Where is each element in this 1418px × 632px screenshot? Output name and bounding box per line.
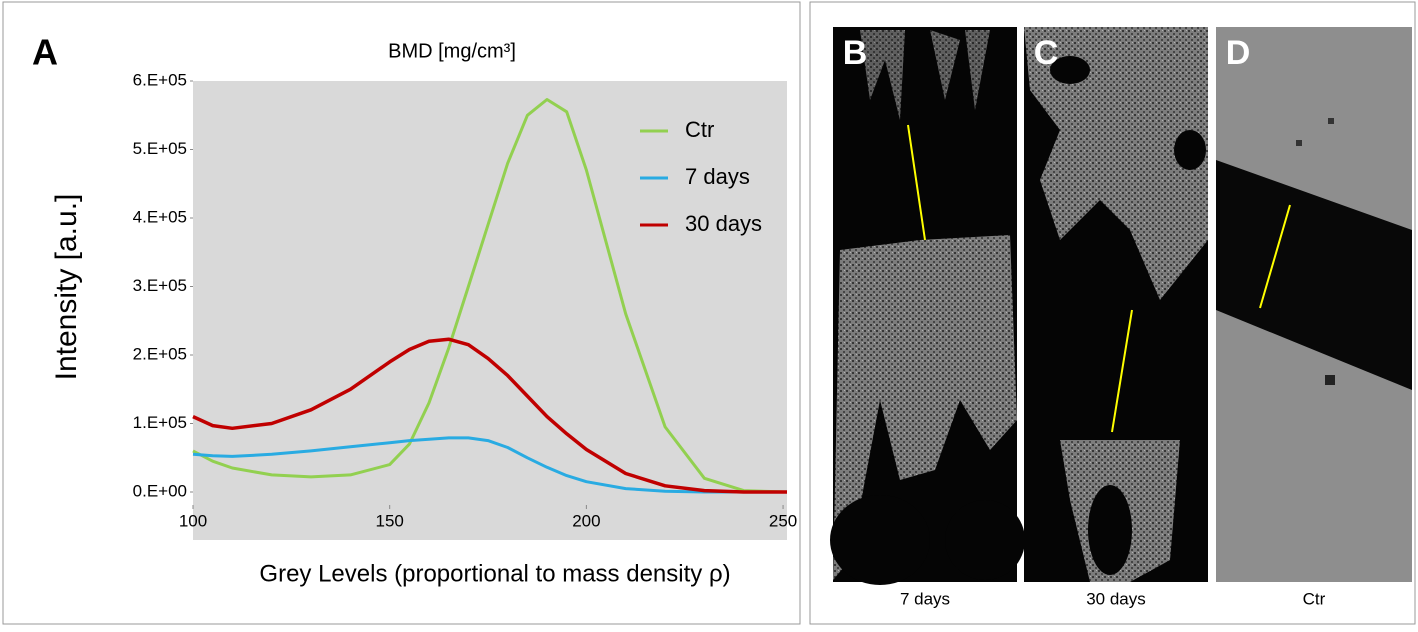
series-line bbox=[192, 436, 787, 494]
y-axis-label: Intensity [a.u.] bbox=[50, 194, 83, 381]
chart-title: BMD [mg/cm³] bbox=[388, 40, 516, 62]
y-tick-label: 2.E+05 bbox=[133, 344, 187, 363]
x-tick-label: 150 bbox=[376, 511, 404, 530]
image-caption: 7 days bbox=[900, 589, 950, 608]
image-d bbox=[1216, 27, 1412, 582]
image-c bbox=[1024, 27, 1208, 582]
image-b bbox=[830, 27, 1025, 585]
plot-background bbox=[193, 81, 787, 540]
x-tick-label: 250 bbox=[769, 511, 797, 530]
y-tick-label: 5.E+05 bbox=[133, 139, 187, 158]
panel-label: C bbox=[1034, 34, 1059, 72]
series-line bbox=[192, 337, 787, 494]
y-tick-label: 4.E+05 bbox=[133, 207, 187, 226]
y-tick-label: 6.E+05 bbox=[133, 70, 187, 89]
y-tick-label: 1.E+05 bbox=[133, 413, 187, 432]
y-tick-label: 3.E+05 bbox=[133, 276, 187, 295]
image-caption: Ctr bbox=[1303, 589, 1326, 608]
x-axis-label: Grey Levels (proportional to mass densit… bbox=[259, 560, 730, 587]
legend-label: Ctr bbox=[685, 117, 714, 142]
series-line bbox=[192, 98, 788, 494]
panel-label: B bbox=[843, 34, 868, 72]
image-caption: 30 days bbox=[1086, 589, 1146, 608]
x-tick-label: 200 bbox=[572, 511, 600, 530]
panel-label: A bbox=[32, 32, 58, 73]
y-tick-label: 0.E+00 bbox=[133, 481, 187, 500]
legend-label: 30 days bbox=[685, 211, 762, 236]
x-tick-label: 100 bbox=[179, 511, 207, 530]
legend-label: 7 days bbox=[685, 164, 750, 189]
panel-label: D bbox=[1226, 34, 1251, 72]
